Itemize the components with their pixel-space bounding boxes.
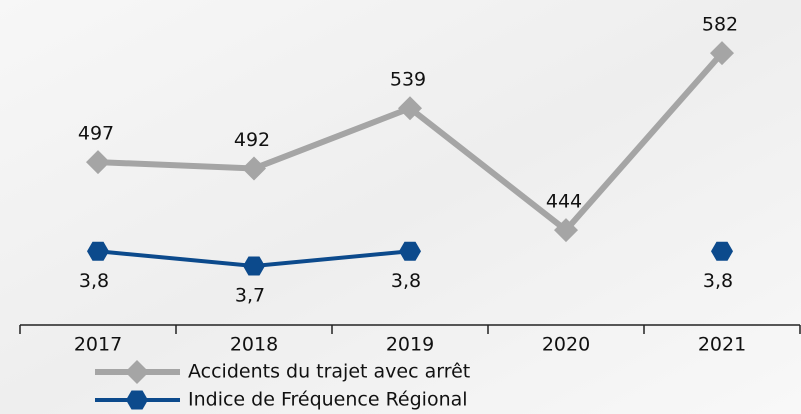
- x-tick-label: 2021: [698, 334, 746, 356]
- x-tick-label: 2017: [74, 334, 122, 356]
- data-label: 582: [702, 14, 738, 36]
- data-label: 492: [234, 129, 270, 151]
- x-tick-label: 2018: [230, 334, 278, 356]
- data-label: 3,8: [79, 270, 109, 292]
- x-tick-label: 2020: [542, 334, 590, 356]
- legend-label: Indice de Fréquence Régional: [188, 389, 468, 411]
- data-label: 3,8: [703, 270, 733, 292]
- legend-label: Accidents du trajet avec arrêt: [188, 361, 470, 383]
- data-label: 444: [546, 191, 582, 213]
- data-label: 497: [78, 123, 114, 145]
- x-tick-label: 2019: [386, 334, 434, 356]
- data-label: 3,7: [235, 285, 265, 307]
- data-label: 539: [390, 69, 426, 91]
- data-label: 3,8: [391, 270, 421, 292]
- chart: 2017 2018 2019 2020 2021 497 492 539 444 582 Accid…: [0, 0, 801, 414]
